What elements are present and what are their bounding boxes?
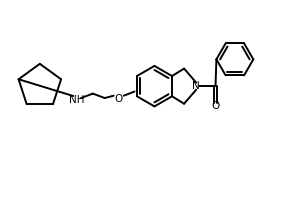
Text: O: O bbox=[115, 94, 123, 104]
Text: O: O bbox=[212, 101, 220, 111]
Text: N: N bbox=[192, 81, 200, 91]
Text: NH: NH bbox=[69, 95, 85, 105]
